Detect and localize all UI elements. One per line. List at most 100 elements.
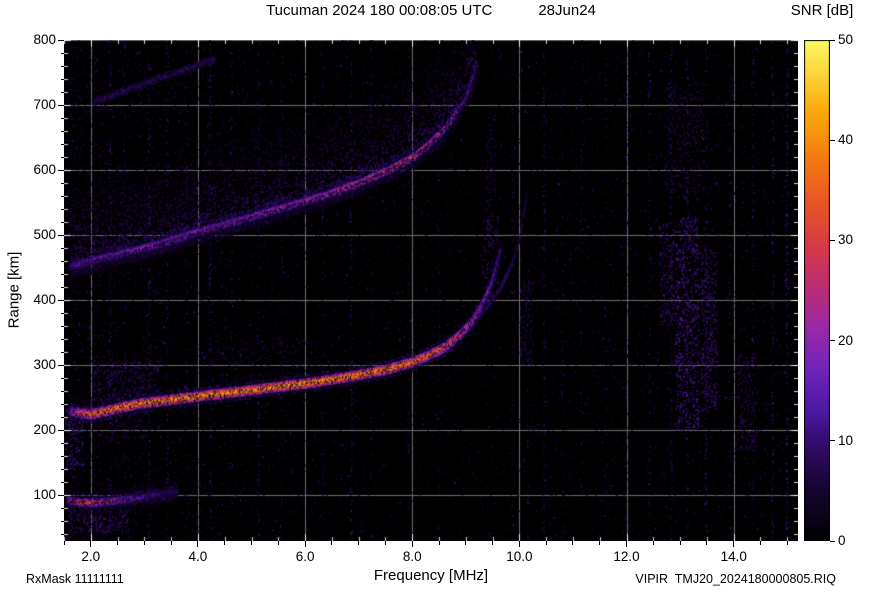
x-tick-label: 10.0 <box>506 549 533 564</box>
x-minor-tick-mark <box>117 541 119 545</box>
y-minor-tick-mark <box>60 104 64 106</box>
y-minor-tick-mark <box>60 338 64 340</box>
y-minor-tick-mark <box>60 273 64 275</box>
x-minor-tick-mark <box>251 541 253 545</box>
x-minor-tick-mark <box>492 541 494 545</box>
x-minor-tick-mark <box>384 541 386 545</box>
y-minor-tick-mark <box>60 156 64 158</box>
x-minor-tick-mark <box>411 541 413 545</box>
y-minor-tick-mark <box>60 507 64 509</box>
x-minor-tick-mark <box>733 541 735 545</box>
y-tick-label: 600 <box>33 162 56 178</box>
x-minor-tick-mark <box>518 541 520 545</box>
colorbar-tick-mark <box>830 239 835 241</box>
ionogram-plot-canvas <box>64 40 798 541</box>
y-minor-tick-mark <box>60 169 64 171</box>
x-minor-tick-mark <box>465 541 467 545</box>
y-minor-tick-mark <box>60 403 64 405</box>
x-minor-tick-mark <box>170 541 172 545</box>
y-minor-tick-mark <box>60 78 64 80</box>
colorbar-canvas <box>804 40 830 541</box>
y-minor-tick-mark <box>60 390 64 392</box>
x-minor-tick-mark <box>224 541 226 545</box>
filename-label: VIPIR TMJ20_2024180000805.RIQ <box>635 572 836 586</box>
y-minor-tick-mark <box>60 208 64 210</box>
y-minor-tick-mark <box>60 117 64 119</box>
title-row: Tucuman 2024 180 00:08:05 UTC 28Jun24 <box>64 2 798 19</box>
rxmask-label: RxMask 11111111 <box>26 572 124 586</box>
y-minor-tick-mark <box>60 234 64 236</box>
y-minor-tick-mark <box>60 247 64 249</box>
x-minor-tick-mark <box>304 541 306 545</box>
x-minor-tick-mark <box>679 541 681 545</box>
y-minor-tick-mark <box>60 286 64 288</box>
y-minor-tick-mark <box>60 299 64 301</box>
y-minor-tick-mark <box>60 52 64 54</box>
y-minor-tick-mark <box>60 481 64 483</box>
colorbar-tick-label: 40 <box>838 132 854 148</box>
colorbar-title: SNR [dB] <box>790 2 854 19</box>
y-minor-tick-mark <box>60 195 64 197</box>
y-minor-tick-mark <box>60 143 64 145</box>
y-minor-tick-mark <box>60 364 64 366</box>
y-tick-label: 100 <box>33 487 56 503</box>
y-tick-label: 300 <box>33 357 56 373</box>
x-tick-label: 6.0 <box>295 549 315 564</box>
colorbar-tick-label: 50 <box>838 32 854 47</box>
y-minor-tick-mark <box>60 429 64 431</box>
x-minor-tick-mark <box>358 541 360 545</box>
x-minor-tick-mark <box>63 541 65 545</box>
x-minor-tick-mark <box>197 541 199 545</box>
x-tick-label: 4.0 <box>188 549 208 564</box>
x-tick-label: 12.0 <box>613 549 640 564</box>
y-axis-label: Range [km] <box>5 251 23 329</box>
x-minor-tick-mark <box>572 541 574 545</box>
x-minor-tick-mark <box>652 541 654 545</box>
y-tick-label: 800 <box>33 32 56 47</box>
colorbar-tick-mark <box>830 540 835 542</box>
y-minor-tick-mark <box>60 325 64 327</box>
x-tick-label: 8.0 <box>402 549 422 564</box>
y-minor-tick-mark <box>60 91 64 93</box>
x-minor-tick-mark <box>438 541 440 545</box>
colorbar-tick-mark <box>830 39 835 41</box>
x-minor-tick-mark <box>143 541 145 545</box>
x-minor-tick-mark <box>786 541 788 545</box>
colorbar-tick-mark <box>830 139 835 141</box>
y-minor-tick-mark <box>60 351 64 353</box>
y-minor-tick-mark <box>60 520 64 522</box>
y-minor-tick-mark <box>60 39 64 41</box>
x-minor-tick-mark <box>599 541 601 545</box>
y-minor-tick-mark <box>60 533 64 535</box>
y-minor-tick-mark <box>60 260 64 262</box>
x-minor-tick-mark <box>545 541 547 545</box>
colorbar-tick-mark <box>830 340 835 342</box>
colorbar-tick-label: 30 <box>838 232 854 248</box>
colorbar-tick-label: 20 <box>838 332 854 348</box>
x-minor-tick-mark <box>331 541 333 545</box>
y-minor-tick-mark <box>60 130 64 132</box>
chart-date-label: 28Jun24 <box>538 2 596 19</box>
x-minor-tick-mark <box>759 541 761 545</box>
y-minor-tick-mark <box>60 416 64 418</box>
x-minor-tick-mark <box>706 541 708 545</box>
y-minor-tick-mark <box>60 455 64 457</box>
y-tick-label: 200 <box>33 422 56 438</box>
colorbar-tick-mark <box>830 440 835 442</box>
x-minor-tick-mark <box>626 541 628 545</box>
y-minor-tick-mark <box>60 182 64 184</box>
colorbar-tick-label: 0 <box>838 533 846 548</box>
y-tick-label: 500 <box>33 227 56 243</box>
y-minor-tick-mark <box>60 312 64 314</box>
colorbar-tick-label: 10 <box>838 432 854 448</box>
x-minor-tick-mark <box>90 541 92 545</box>
y-minor-tick-mark <box>60 442 64 444</box>
y-minor-tick-mark <box>60 221 64 223</box>
y-tick-label: 400 <box>33 292 56 308</box>
x-axis-label: Frequency [MHz] <box>373 567 489 584</box>
x-minor-tick-mark <box>277 541 279 545</box>
y-minor-tick-mark <box>60 65 64 67</box>
y-minor-tick-mark <box>60 494 64 496</box>
y-tick-label: 700 <box>33 97 56 113</box>
